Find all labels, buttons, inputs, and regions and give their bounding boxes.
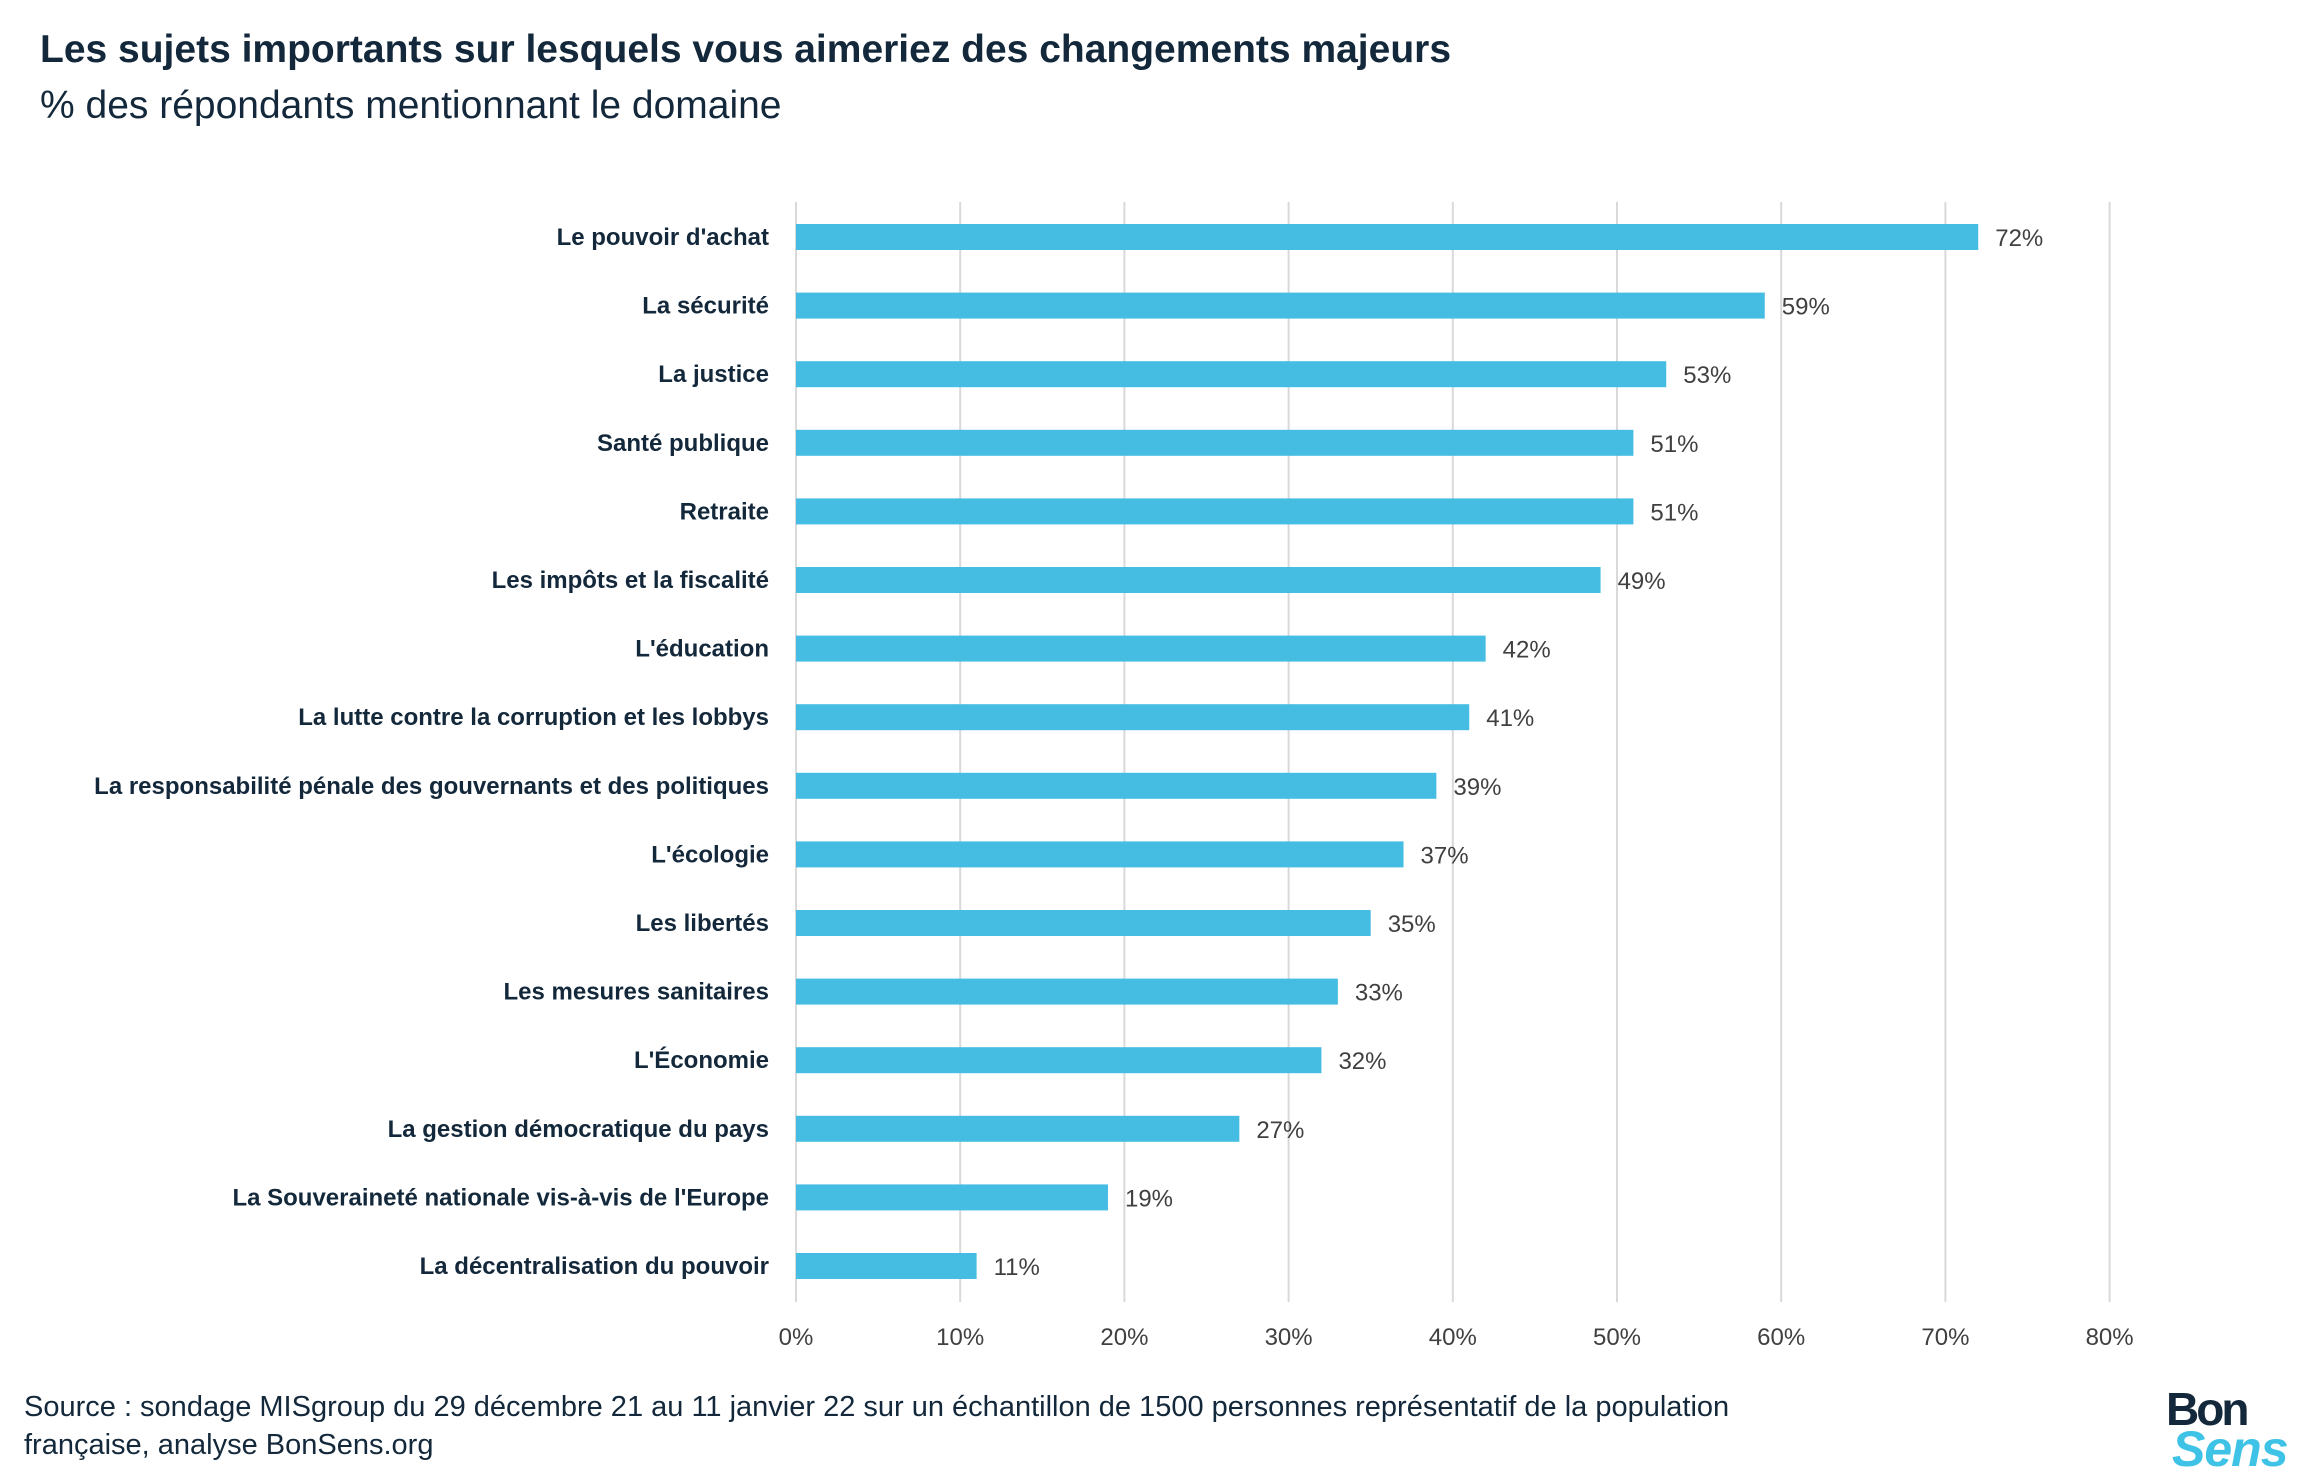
value-label: 72% [1995, 225, 2043, 252]
category-label: La lutte contre la corruption et les lob… [298, 704, 769, 731]
bar [796, 224, 1979, 250]
x-tick-label: 30% [1265, 1324, 1313, 1351]
category-label: La sécurité [642, 293, 769, 320]
value-label: 39% [1453, 774, 1501, 801]
value-label: 11% [994, 1254, 1040, 1281]
value-label: 51% [1650, 431, 1698, 458]
x-tick-label: 50% [1593, 1324, 1641, 1351]
value-label: 33% [1355, 980, 1403, 1007]
category-labels: Le pouvoir d'achat La sécurité La justice S… [94, 224, 769, 1280]
bar [796, 1047, 1322, 1074]
category-label: Santé publique [597, 430, 769, 457]
category-label: Le pouvoir d'achat [557, 224, 769, 251]
bar [796, 498, 1634, 525]
logo-text-sens: Sens [2172, 1421, 2289, 1477]
x-tick-label: 80% [2086, 1324, 2134, 1351]
category-label: Les mesures sanitaires [504, 979, 770, 1006]
x-axis-ticks: 0% 10% 20% 30% 40% 50% 60% 70% 80% [779, 1324, 2134, 1351]
category-label: La justice [658, 361, 769, 388]
bars [796, 224, 1979, 1279]
category-label: L'écologie [651, 841, 769, 868]
value-label: 37% [1421, 842, 1469, 869]
value-label: 35% [1388, 911, 1436, 938]
value-label: 51% [1650, 499, 1698, 526]
category-label: L'Économie [634, 1046, 769, 1074]
logo-text-bon: Bon [2166, 1383, 2249, 1435]
bar [796, 1115, 1240, 1142]
category-label: La gestion démocratique du pays [388, 1116, 769, 1143]
bar [796, 292, 1765, 319]
bar [796, 1184, 1108, 1211]
bar [796, 978, 1338, 1005]
category-label: La Souveraineté nationale vis-à-vis de l… [232, 1184, 769, 1211]
value-label: 53% [1683, 362, 1731, 389]
value-label: 19% [1125, 1185, 1173, 1212]
x-tick-label: 40% [1429, 1324, 1477, 1351]
bar-chart: Le pouvoir d'achat La sécurité La justice S… [94, 202, 2134, 1351]
x-tick-label: 10% [936, 1324, 984, 1351]
value-label: 59% [1782, 294, 1830, 321]
value-label: 32% [1338, 1048, 1386, 1075]
category-label: La responsabilité pénale des gouvernants… [94, 773, 769, 800]
category-label: Les libertés [636, 910, 769, 937]
bar [796, 567, 1601, 593]
value-label: 41% [1486, 705, 1534, 732]
bar [796, 704, 1470, 731]
x-tick-label: 70% [1921, 1324, 1969, 1351]
category-label: Les impôts et la fiscalité [492, 567, 769, 594]
source-note: Source : sondage MISgroup du 29 décembre… [24, 1391, 1730, 1461]
category-label: La décentralisation du pouvoir [420, 1253, 769, 1280]
chart-subtitle: % des répondants mentionnant le domaine [40, 84, 782, 127]
bar [796, 361, 1667, 388]
category-label: L'éducation [635, 636, 769, 663]
bar [796, 635, 1486, 662]
x-tick-label: 60% [1757, 1324, 1805, 1351]
bar [796, 910, 1371, 936]
bonsens-logo: Bon Sens [2162, 1382, 2289, 1477]
category-label: Retraite [680, 498, 769, 525]
value-labels: 72% 59% 53% 51% 51% 49% 42% 41% 39% 37% 35% 33% 32% 2… [994, 225, 2044, 1281]
chart-title: Les sujets importants sur lesquels vous … [40, 28, 1452, 71]
bar [796, 1253, 977, 1279]
value-label: 42% [1503, 637, 1551, 664]
x-tick-label: 0% [779, 1324, 814, 1351]
bar [796, 772, 1437, 799]
value-label: 49% [1618, 568, 1666, 595]
x-tick-label: 20% [1100, 1324, 1148, 1351]
bar [796, 841, 1404, 868]
value-label: 27% [1256, 1117, 1304, 1144]
bar [796, 429, 1634, 456]
